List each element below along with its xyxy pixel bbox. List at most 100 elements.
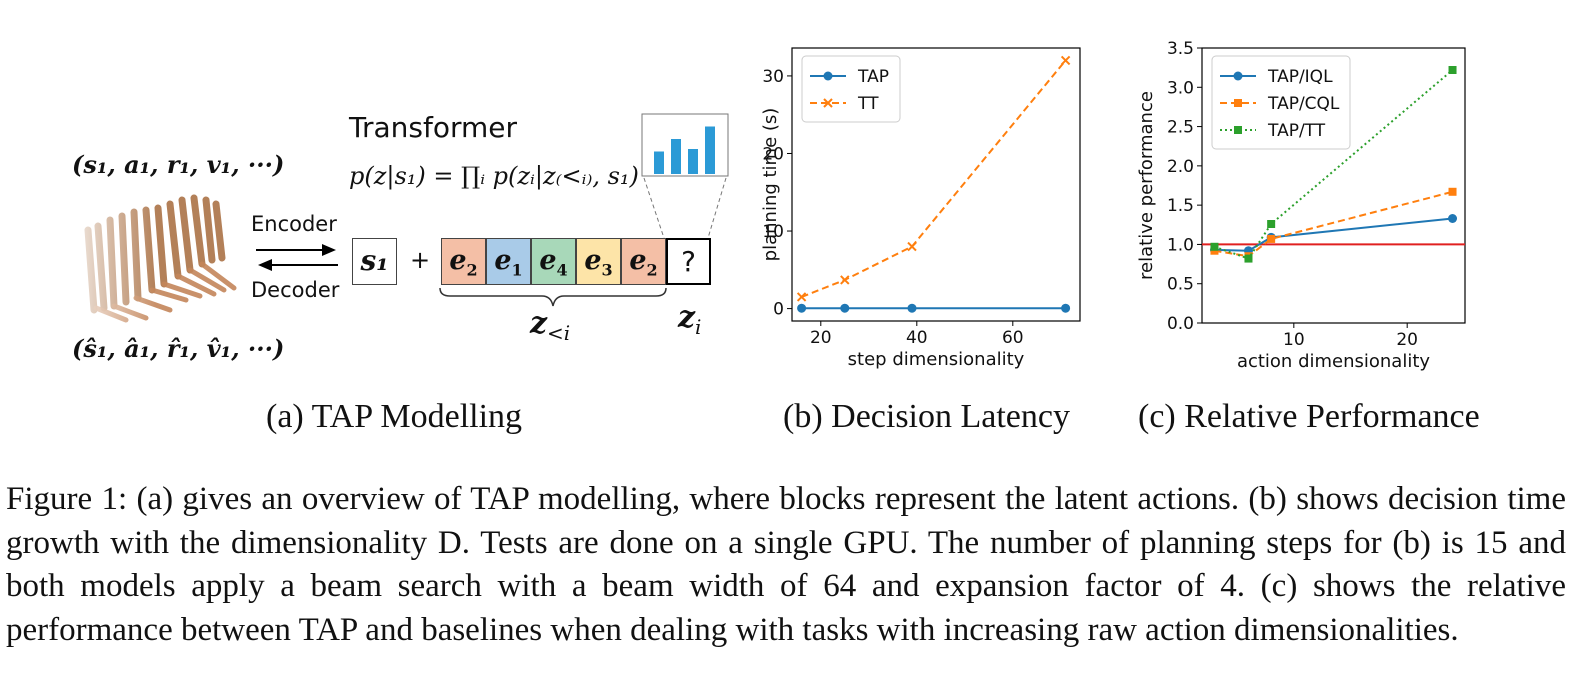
encoder-decoder-arrows bbox=[256, 244, 338, 271]
data-point bbox=[1061, 303, 1071, 313]
y-tick-label: 20 bbox=[762, 144, 784, 164]
plot-frame bbox=[791, 47, 1081, 322]
y-tick-label: 1.5 bbox=[1167, 196, 1194, 216]
data-point bbox=[796, 292, 807, 302]
z-less-than-i-label: z<i bbox=[530, 306, 571, 345]
robot-motion-illustration bbox=[66, 190, 246, 330]
latent-token-base: e bbox=[539, 245, 557, 276]
latent-token-index: 1 bbox=[511, 260, 523, 280]
legend-label: TT bbox=[857, 94, 879, 114]
latent-token-4: e3 bbox=[576, 238, 621, 285]
latent-token-5: e2 bbox=[621, 238, 666, 285]
decoder-label: Decoder bbox=[251, 278, 340, 302]
data-point bbox=[907, 303, 917, 313]
data-point bbox=[797, 303, 807, 313]
series-tap-tt bbox=[1210, 66, 1457, 263]
y-tick-label: 30 bbox=[762, 67, 784, 87]
y-tick-label: 2.5 bbox=[1167, 118, 1194, 138]
series-tt bbox=[796, 55, 1071, 302]
data-point bbox=[1448, 214, 1458, 223]
subcaption-c: (c) Relative Performance bbox=[1138, 398, 1480, 435]
mini-bar-1 bbox=[654, 151, 664, 174]
marker-stroke bbox=[796, 292, 807, 302]
y-tick-label: 2.0 bbox=[1167, 157, 1194, 177]
latent-token-index: 4 bbox=[556, 260, 568, 280]
legend: TAP/IQL TAP/CQL TAP/TT bbox=[1211, 55, 1351, 150]
legend-box bbox=[1211, 55, 1351, 150]
y-tick-label: 0.0 bbox=[1167, 314, 1194, 334]
plus-sign: + bbox=[410, 246, 431, 274]
y-axis-label: planning time (s) bbox=[760, 108, 781, 262]
state-token: s₁ bbox=[352, 238, 397, 285]
x-tick-label: 60 bbox=[1002, 328, 1024, 348]
subcaption-b: (b) Decision Latency bbox=[783, 398, 1070, 435]
y-axis-label: relative performance bbox=[1136, 91, 1157, 280]
legend-label: TAP bbox=[857, 67, 889, 87]
series-tap bbox=[797, 303, 1071, 313]
prediction-distribution-mini-plot bbox=[641, 113, 729, 239]
latent-token-index: 3 bbox=[601, 260, 613, 280]
marker-stroke bbox=[840, 275, 850, 285]
latent-token-index: 2 bbox=[466, 260, 478, 280]
latent-token-base: e bbox=[449, 245, 467, 276]
data-point bbox=[840, 303, 850, 313]
y-tick-label: 0 bbox=[773, 300, 784, 320]
x-tick-label: 20 bbox=[810, 328, 832, 348]
legend-marker bbox=[1234, 126, 1242, 134]
data-point bbox=[1210, 242, 1219, 251]
data-point bbox=[840, 275, 850, 285]
data-point bbox=[1060, 55, 1071, 66]
latent-token-base: e bbox=[629, 245, 647, 276]
query-token-label: ? bbox=[681, 245, 696, 278]
marker-stroke bbox=[823, 98, 833, 108]
y-tick-label: 10 bbox=[762, 222, 784, 242]
subcaption-a: (a) TAP Modelling bbox=[266, 398, 523, 435]
data-point bbox=[1267, 234, 1276, 243]
data-point bbox=[1244, 254, 1253, 263]
legend-label: TAP/IQL bbox=[1267, 67, 1333, 87]
series-line bbox=[1214, 69, 1454, 260]
latent-token-1: e2 bbox=[441, 238, 486, 285]
x-tick-label: 10 bbox=[1283, 330, 1305, 350]
latent-token-base: e bbox=[584, 245, 602, 276]
state-token-label: s₁ bbox=[360, 244, 389, 277]
latent-token-index: 2 bbox=[646, 260, 658, 280]
data-point bbox=[907, 241, 917, 252]
legend: TAP TT bbox=[801, 55, 901, 123]
autoregressive-equation: p(z|s₁) = ∏ᵢ p(zᵢ|z₍<ᵢ₎, s₁) bbox=[349, 162, 639, 190]
z-i-label: zi bbox=[678, 300, 702, 339]
latent-token-base: e bbox=[494, 245, 512, 276]
transformer-label: Transformer bbox=[349, 111, 518, 144]
x-tick-label: 20 bbox=[1396, 330, 1418, 350]
latent-token-3: e4 bbox=[531, 238, 576, 285]
mini-bar-4 bbox=[705, 126, 715, 174]
data-point bbox=[1267, 220, 1276, 228]
legend-marker bbox=[823, 71, 833, 81]
series-line bbox=[801, 59, 1067, 298]
encoder-label: Encoder bbox=[251, 212, 337, 236]
series-line bbox=[1214, 190, 1453, 258]
query-token: ? bbox=[666, 238, 711, 285]
latent-token-2: e1 bbox=[486, 238, 531, 285]
y-tick-label: 3.5 bbox=[1167, 40, 1194, 59]
legend-marker bbox=[1234, 99, 1242, 107]
marker-stroke bbox=[1060, 55, 1071, 66]
context-brace bbox=[439, 287, 667, 307]
figure-caption: Figure 1: (a) gives an overview of TAP m… bbox=[6, 481, 1566, 648]
data-point bbox=[1448, 187, 1457, 196]
y-tick-label: 3.0 bbox=[1167, 78, 1194, 98]
mini-bar-2 bbox=[671, 139, 681, 174]
output-tuple: (ŝ₁, â₁, r̂₁, v̂₁, ···) bbox=[72, 334, 285, 363]
legend-label: TAP/CQL bbox=[1267, 94, 1340, 114]
relative-performance-chart: 10 20 0.0 0.5 1.0 1.5 2.0 2.5 3.0 3.5 action dimen… bbox=[1136, 40, 1466, 372]
series-line bbox=[1214, 217, 1453, 252]
y-tick-label: 0.5 bbox=[1167, 275, 1194, 295]
marker-stroke bbox=[907, 241, 917, 252]
x-axis-label: step dimensionality bbox=[848, 349, 1025, 370]
mini-bar-3 bbox=[688, 149, 698, 174]
legend-marker bbox=[1233, 71, 1243, 81]
data-point bbox=[1448, 66, 1457, 74]
x-tick-label: 40 bbox=[906, 328, 928, 348]
legend-label: TAP/TT bbox=[1267, 121, 1326, 141]
decision-latency-chart: 20 40 60 0 10 20 30 step dimensionality planning… bbox=[760, 47, 1081, 370]
